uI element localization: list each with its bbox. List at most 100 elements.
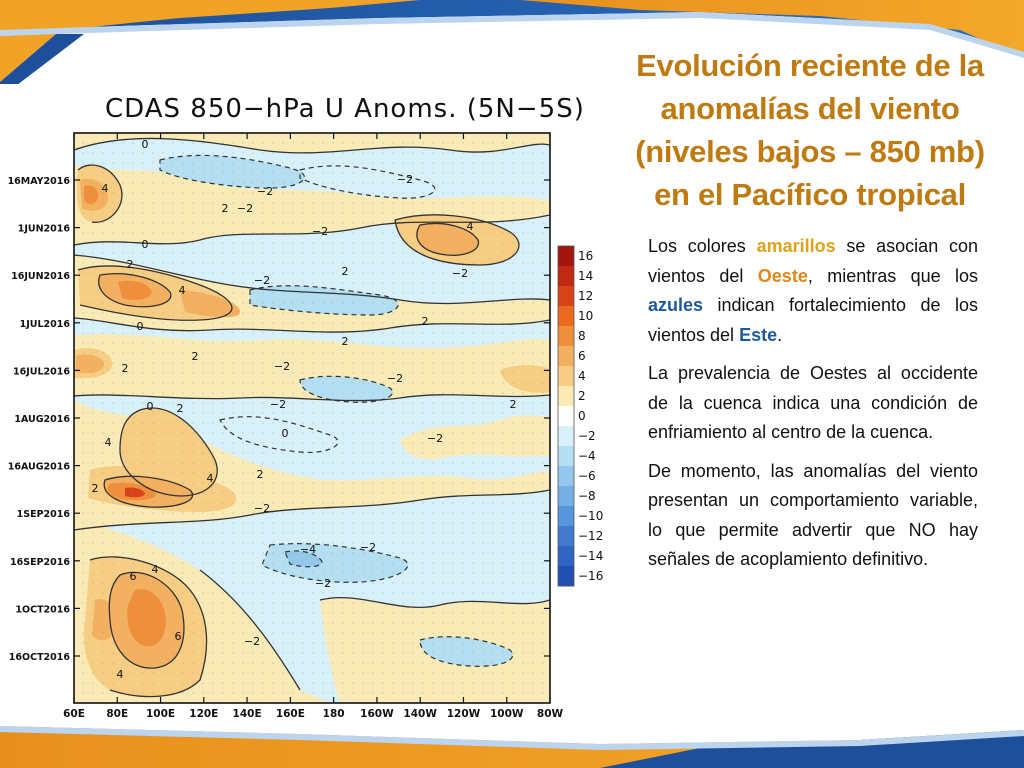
colorbar-label: −4	[578, 449, 596, 463]
colorbar-swatch	[558, 506, 574, 527]
colorbar-label: −16	[578, 569, 603, 583]
y-tick-label: 16OCT2016	[9, 652, 71, 663]
contour-label: 4	[117, 668, 124, 681]
chart-title: CDAS 850−hPa U Anoms. (5N−5S)	[105, 94, 585, 124]
colorbar-label: −8	[578, 489, 596, 503]
x-tick-label: 140W	[403, 708, 437, 720]
y-tick-label: 1SEP2016	[17, 509, 71, 520]
colorbar-swatch	[558, 266, 574, 287]
x-tick-label: 100E	[146, 708, 175, 720]
colorbar-label: 4	[578, 369, 586, 383]
contour-label: 4	[179, 284, 186, 297]
paragraph-prevalence: La prevalencia de Oestes al occidente de…	[648, 363, 978, 442]
contour-label: 2	[422, 315, 429, 328]
colorbar-label: −12	[578, 529, 603, 543]
contour-label: −2	[312, 225, 328, 238]
contour-label: 2	[92, 482, 99, 495]
contour-label: −2	[315, 577, 331, 590]
contour-label: 2	[177, 402, 184, 415]
contour-label: 0	[147, 400, 154, 413]
y-tick-label: 16JUL2016	[13, 366, 70, 377]
x-tick-label: 80E	[106, 708, 128, 720]
contour-label: 0	[282, 427, 289, 440]
contour-label: 2	[257, 468, 264, 481]
colorbar-swatch	[558, 466, 574, 487]
bottom-banner	[0, 726, 1024, 768]
text-run: , mientras que los	[807, 265, 978, 286]
colorbar-label: −6	[578, 469, 596, 483]
text-run: Los colores	[648, 236, 757, 256]
contour-label: 2	[510, 398, 517, 411]
highlight-oeste: Oeste	[757, 265, 808, 286]
negative-contour-lines	[159, 154, 514, 667]
y-axis: 16MAY2016 1JUN2016 16JUN2016 1JUL2016 16JUL2…	[8, 176, 71, 663]
y-tick-label: 16AUG2016	[8, 462, 71, 473]
y-tick-label: 1OCT2016	[15, 604, 70, 615]
contour-label: 4	[102, 182, 109, 195]
contour-label: −2	[427, 432, 443, 445]
x-tick-label: 160E	[276, 708, 305, 720]
colorbar-swatch	[558, 366, 574, 387]
contour-label: 0	[142, 238, 149, 251]
left-edge-accent	[0, 34, 84, 98]
contour-label: −2	[257, 185, 273, 198]
colorbar-swatch	[558, 426, 574, 447]
colorbar-swatch	[558, 406, 574, 427]
contour-label: 2	[342, 265, 349, 278]
x-tick-label: 120E	[189, 708, 218, 720]
contour-label: 2	[127, 258, 134, 271]
text-run: indican fortalecimiento de los vientos d…	[648, 295, 978, 345]
contour-label: 2	[222, 202, 229, 215]
colorbar-label: 14	[578, 269, 593, 283]
contour-label: −4	[300, 543, 316, 556]
top-banner	[0, 0, 1024, 58]
contour-label: −2	[360, 541, 376, 554]
contour-label: −2	[387, 372, 403, 385]
contour-label: 2	[192, 350, 199, 363]
y-tick-label: 1AUG2016	[14, 414, 70, 425]
colorbar-label: 12	[578, 289, 593, 303]
slide-title: Evolución reciente de la anomalías del v…	[606, 44, 1014, 216]
colorbar-swatch	[558, 446, 574, 467]
colorbar-label: −2	[578, 429, 596, 443]
colorbar-swatch	[558, 326, 574, 347]
slide-title-line: Evolución reciente de la	[636, 48, 984, 83]
contour-label: 4	[152, 563, 159, 576]
x-tick-label: 120W	[447, 708, 481, 720]
colorbar-swatch	[558, 566, 574, 587]
contour-label: −2	[237, 202, 253, 215]
text-run: .	[777, 324, 783, 345]
anomaly-field	[74, 133, 550, 703]
contour-label: −2	[254, 502, 270, 515]
paragraph-colors: Los colores amarillos se asocian con vie…	[648, 232, 978, 350]
highlight-este: Este	[739, 324, 778, 345]
highlight-amarillos: amarillos	[756, 236, 836, 256]
colorbar-label: 2	[578, 389, 586, 403]
y-tick-label: 1JUN2016	[18, 224, 71, 235]
contour-label: 2	[342, 335, 349, 348]
x-tick-label: 80W	[537, 708, 564, 720]
colorbar-swatch	[558, 286, 574, 307]
explanation-text: Los colores amarillos se asocian con vie…	[648, 232, 978, 584]
colorbar-swatch	[558, 346, 574, 367]
x-tick-label: 160W	[360, 708, 394, 720]
slide-title-line: en el Pacífico tropical	[654, 177, 966, 212]
contour-label: 6	[175, 630, 182, 643]
contour-label: −2	[254, 274, 270, 287]
contour-label: −2	[244, 635, 260, 648]
colorbar-swatch	[558, 486, 574, 507]
colorbar-swatch	[558, 526, 574, 547]
hovmoller-chart: 60E 80E 100E 120E 140E 160E 180 160W 140W 120W 100…	[0, 84, 624, 724]
contour-label: −2	[452, 267, 468, 280]
x-tick-label: 140E	[233, 708, 262, 720]
colorbar: 16 14 12 10 8 6 4 2 0 −2 −4 −6 −8 −10 −12 −14 −16	[557, 245, 603, 587]
contour-label: −2	[270, 398, 286, 411]
colorbar-label: −10	[578, 509, 603, 523]
colorbar-swatch	[558, 546, 574, 567]
contour-label: 4	[105, 436, 112, 449]
colorbar-swatch	[558, 246, 574, 267]
paragraph-outlook: De momento, las anomalías del viento pre…	[648, 460, 978, 570]
y-tick-label: 16MAY2016	[8, 176, 71, 187]
